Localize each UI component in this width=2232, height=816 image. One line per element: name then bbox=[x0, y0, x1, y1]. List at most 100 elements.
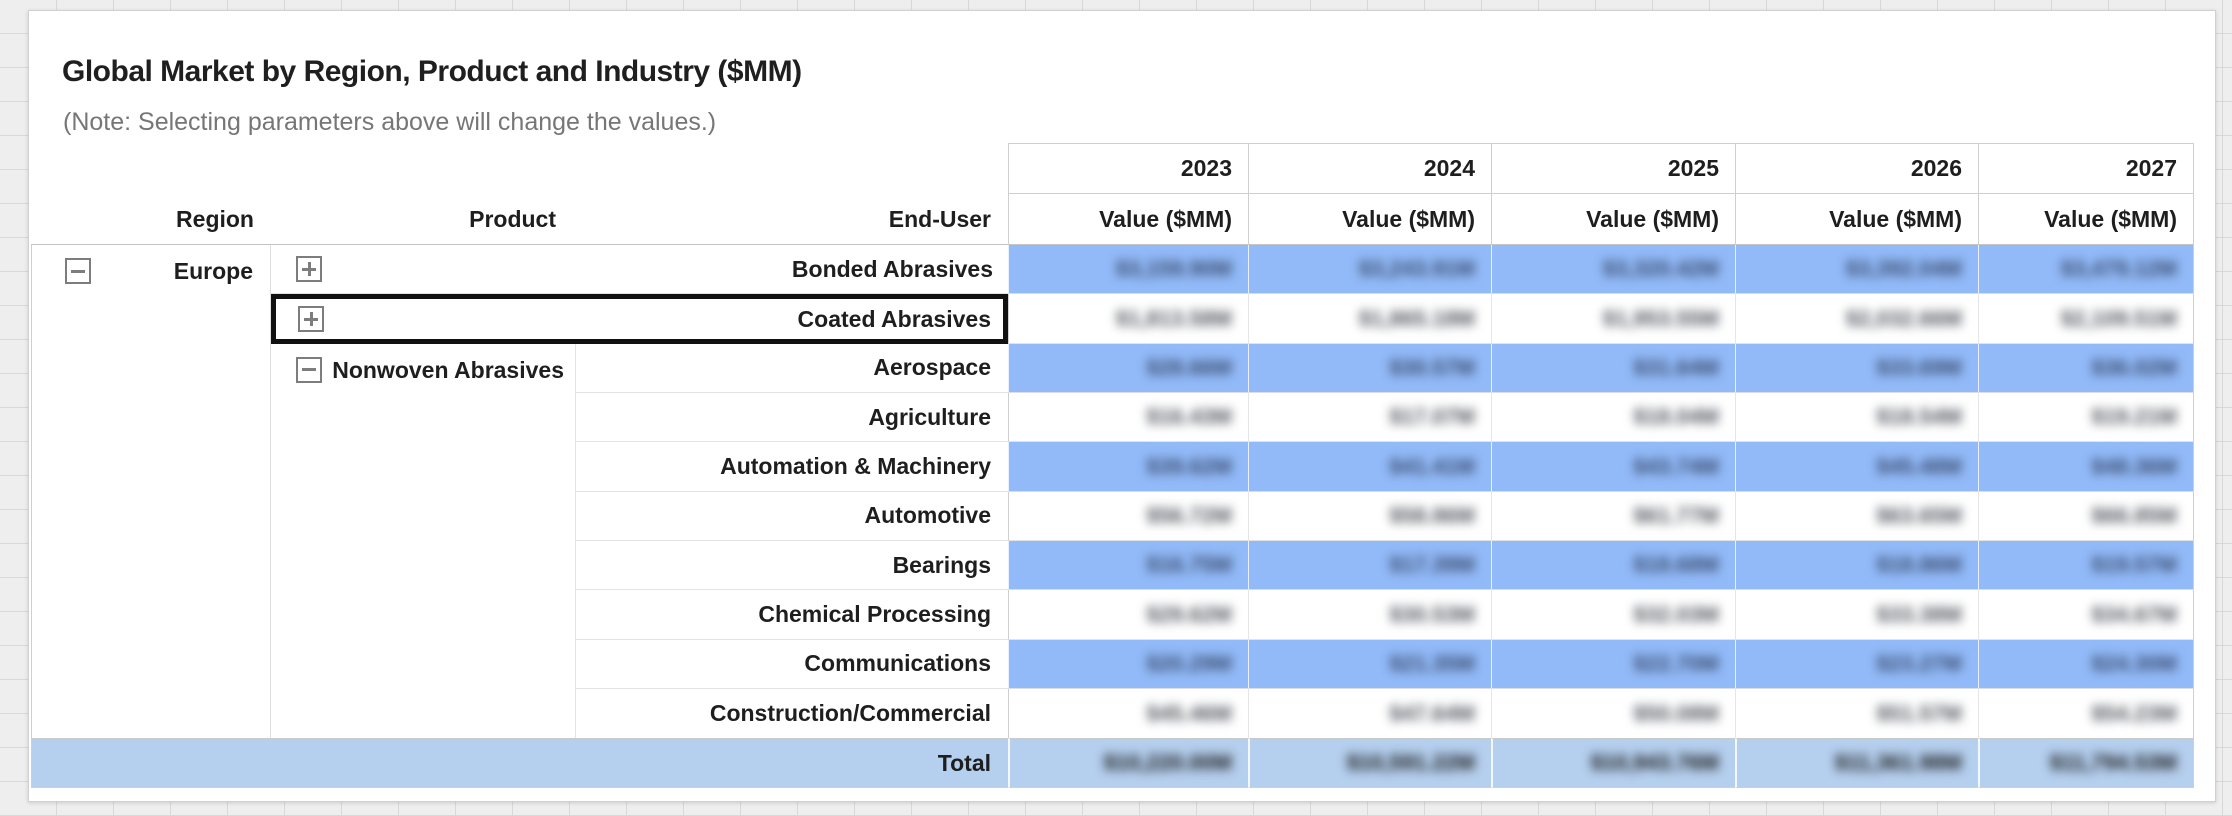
product-cell-nonwoven-abrasives[interactable]: Nonwoven Abrasives bbox=[271, 343, 576, 739]
value-cell-bearings-2026[interactable]: $18.86M bbox=[1735, 541, 1978, 591]
value-cell-aerospace-2025[interactable]: $31.64M bbox=[1491, 343, 1735, 394]
enduser-cell-automotive[interactable]: Automotive bbox=[576, 491, 1008, 542]
enduser-cell-chemical-processing[interactable]: Chemical Processing bbox=[576, 590, 1008, 640]
page-title: Global Market by Region, Product and Ind… bbox=[62, 55, 802, 88]
value-cell-automotive-2026[interactable]: $63.65M bbox=[1735, 491, 1978, 542]
value-cell-coated-abrasives-2027[interactable]: $2,109.51M bbox=[1978, 294, 2194, 344]
value-cell-automation-machinery-2027[interactable]: $48.36M bbox=[1978, 442, 2194, 492]
value-cell-coated-abrasives-2026[interactable]: $2,032.66M bbox=[1735, 294, 1978, 344]
header-spacer bbox=[31, 143, 1008, 194]
collapse-product-icon[interactable] bbox=[296, 356, 322, 383]
blurred-value: $50.08M bbox=[1633, 700, 1719, 726]
value-cell-bearings-2024[interactable]: $17.39M bbox=[1248, 541, 1491, 591]
value-cell-construction-commercial-2023[interactable]: $45.46M bbox=[1008, 689, 1248, 739]
blurred-value: $2,032.66M bbox=[1845, 305, 1962, 331]
blurred-value: $17.39M bbox=[1389, 552, 1475, 578]
blurred-value: $51.57M bbox=[1876, 700, 1962, 726]
value-cell-coated-abrasives-2024[interactable]: $1,865.18M bbox=[1248, 294, 1491, 344]
year-header-2026: 2026 bbox=[1735, 143, 1978, 194]
product-cell-bonded-abrasives[interactable]: Bonded Abrasives bbox=[271, 245, 1008, 295]
value-cell-agriculture-2026[interactable]: $18.54M bbox=[1735, 393, 1978, 443]
total-value-cell-2026[interactable]: $11,361.98M bbox=[1735, 738, 1978, 788]
value-cell-bearings-2027[interactable]: $19.57M bbox=[1978, 541, 2194, 591]
blurred-value: $21.35M bbox=[1389, 650, 1475, 676]
product-cell-coated-abrasives[interactable]: Coated Abrasives bbox=[271, 294, 1008, 344]
enduser-cell-bearings[interactable]: Bearings bbox=[576, 541, 1008, 591]
value-cell-automation-machinery-2025[interactable]: $43.74M bbox=[1491, 442, 1735, 492]
enduser-cell-construction-commercial[interactable]: Construction/Commercial bbox=[576, 689, 1008, 739]
blurred-value: $17.07M bbox=[1389, 404, 1475, 430]
value-cell-construction-commercial-2026[interactable]: $51.57M bbox=[1735, 689, 1978, 739]
value-cell-automotive-2025[interactable]: $61.77M bbox=[1491, 491, 1735, 542]
blurred-value: $41.41M bbox=[1389, 453, 1475, 479]
value-cell-construction-commercial-2025[interactable]: $50.08M bbox=[1491, 689, 1735, 739]
blurred-value: $3,479.12M bbox=[2060, 256, 2177, 282]
value-cell-automation-machinery-2024[interactable]: $41.41M bbox=[1248, 442, 1491, 492]
value-cell-bonded-abrasives-2024[interactable]: $3,243.91M bbox=[1248, 245, 1491, 295]
blurred-value: $47.64M bbox=[1389, 700, 1475, 726]
region-cell-europe[interactable]: Europe bbox=[31, 245, 271, 739]
value-cell-construction-commercial-2027[interactable]: $54.23M bbox=[1978, 689, 2194, 739]
value-cell-aerospace-2023[interactable]: $28.66M bbox=[1008, 343, 1248, 394]
total-value-cell-2023[interactable]: $10,220.00M bbox=[1008, 738, 1248, 788]
value-cell-communications-2025[interactable]: $22.70M bbox=[1491, 639, 1735, 690]
value-cell-aerospace-2027[interactable]: $36.02M bbox=[1978, 343, 2194, 394]
value-cell-chemical-processing-2027[interactable]: $34.67M bbox=[1978, 590, 2194, 640]
value-cell-chemical-processing-2024[interactable]: $30.53M bbox=[1248, 590, 1491, 640]
blurred-value: $19.21M bbox=[2091, 404, 2177, 430]
blurred-value: $3,320.42M bbox=[1602, 256, 1719, 282]
enduser-cell-agriculture[interactable]: Agriculture bbox=[576, 393, 1008, 443]
expand-product-icon[interactable] bbox=[296, 256, 322, 283]
value-cell-chemical-processing-2025[interactable]: $32.03M bbox=[1491, 590, 1735, 640]
value-cell-construction-commercial-2024[interactable]: $47.64M bbox=[1248, 689, 1491, 739]
blurred-value: $54.23M bbox=[2091, 700, 2177, 726]
value-cell-bonded-abrasives-2023[interactable]: $3,159.90M bbox=[1008, 245, 1248, 295]
value-cell-communications-2026[interactable]: $23.27M bbox=[1735, 639, 1978, 690]
value-cell-bonded-abrasives-2026[interactable]: $3,392.04M bbox=[1735, 245, 1978, 295]
value-cell-communications-2027[interactable]: $24.30M bbox=[1978, 639, 2194, 690]
value-cell-bearings-2025[interactable]: $18.68M bbox=[1491, 541, 1735, 591]
enduser-cell-communications[interactable]: Communications bbox=[576, 639, 1008, 690]
value-cell-communications-2023[interactable]: $20.29M bbox=[1008, 639, 1248, 690]
product-label: Coated Abrasives bbox=[797, 305, 991, 332]
value-cell-agriculture-2023[interactable]: $16.43M bbox=[1008, 393, 1248, 443]
collapse-region-icon[interactable] bbox=[65, 258, 91, 284]
value-cell-agriculture-2027[interactable]: $19.21M bbox=[1978, 393, 2194, 443]
value-cell-chemical-processing-2023[interactable]: $29.62M bbox=[1008, 590, 1248, 640]
blurred-value: $33.38M bbox=[1876, 601, 1962, 627]
value-cell-automotive-2024[interactable]: $58.86M bbox=[1248, 491, 1491, 542]
total-value-cell-2024[interactable]: $10,591.22M bbox=[1248, 738, 1491, 788]
blurred-value: $58.86M bbox=[1389, 502, 1475, 528]
blurred-value: $11,794.53M bbox=[2049, 750, 2177, 776]
value-cell-aerospace-2024[interactable]: $30.57M bbox=[1248, 343, 1491, 394]
value-cell-communications-2024[interactable]: $21.35M bbox=[1248, 639, 1491, 690]
enduser-cell-aerospace[interactable]: Aerospace bbox=[576, 343, 1008, 394]
blurred-value: $1,953.55M bbox=[1602, 305, 1719, 331]
total-value-cell-2025[interactable]: $10,943.76M bbox=[1491, 738, 1735, 788]
value-cell-bearings-2023[interactable]: $16.75M bbox=[1008, 541, 1248, 591]
value-header-2027: Value ($MM) bbox=[1978, 194, 2194, 245]
value-cell-automotive-2023[interactable]: $56.72M bbox=[1008, 491, 1248, 542]
value-cell-bonded-abrasives-2027[interactable]: $3,479.12M bbox=[1978, 245, 2194, 295]
value-cell-aerospace-2026[interactable]: $33.69M bbox=[1735, 343, 1978, 394]
value-cell-coated-abrasives-2023[interactable]: $1,813.58M bbox=[1008, 294, 1248, 344]
blurred-value: $45.46M bbox=[1146, 700, 1232, 726]
value-cell-automotive-2027[interactable]: $66.85M bbox=[1978, 491, 2194, 542]
value-cell-automation-machinery-2023[interactable]: $39.62M bbox=[1008, 442, 1248, 492]
blurred-value: $30.57M bbox=[1389, 354, 1475, 380]
value-cell-automation-machinery-2026[interactable]: $45.48M bbox=[1735, 442, 1978, 492]
blurred-value: $16.75M bbox=[1146, 552, 1232, 578]
product-column-header: Product bbox=[271, 194, 576, 245]
value-cell-coated-abrasives-2025[interactable]: $1,953.55M bbox=[1491, 294, 1735, 344]
value-cell-agriculture-2025[interactable]: $18.04M bbox=[1491, 393, 1735, 443]
blurred-value: $36.02M bbox=[2091, 354, 2177, 380]
value-cell-chemical-processing-2026[interactable]: $33.38M bbox=[1735, 590, 1978, 640]
expand-product-icon[interactable] bbox=[298, 306, 324, 333]
value-cell-bonded-abrasives-2025[interactable]: $3,320.42M bbox=[1491, 245, 1735, 295]
total-value-cell-2027[interactable]: $11,794.53M bbox=[1978, 738, 2194, 788]
blurred-value: $66.85M bbox=[2091, 502, 2177, 528]
value-cell-agriculture-2024[interactable]: $17.07M bbox=[1248, 393, 1491, 443]
blurred-value: $28.66M bbox=[1146, 354, 1232, 380]
blurred-value: $56.72M bbox=[1146, 502, 1232, 528]
enduser-cell-automation-machinery[interactable]: Automation & Machinery bbox=[576, 442, 1008, 492]
